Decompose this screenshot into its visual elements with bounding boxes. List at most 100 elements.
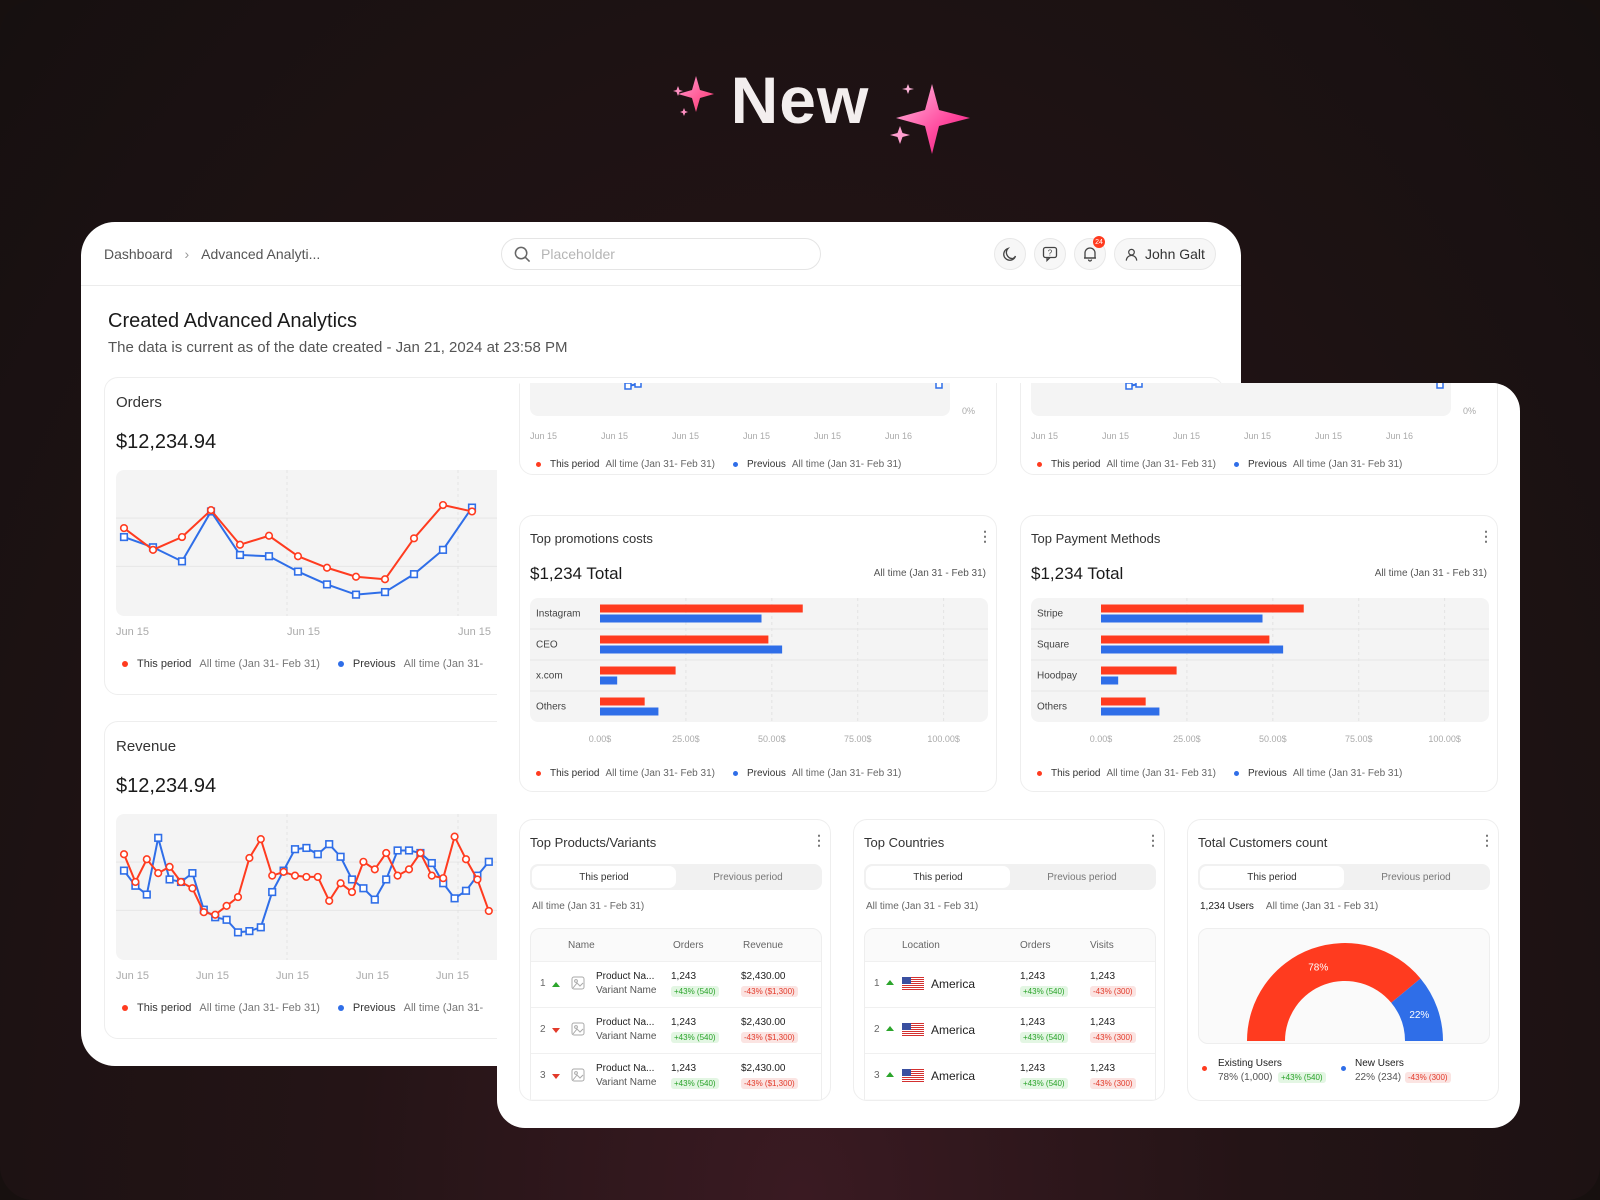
more-options-icon[interactable]: ⋮ [978,528,992,544]
tick-label: 50.00$ [1259,734,1287,744]
legend-previous: Previous [746,768,786,779]
x-axis-label: Jun 16 [885,431,913,441]
previous-point [177,557,187,566]
visits-delta: -43% (300) [1090,986,1136,997]
previous-point [222,915,231,924]
previous-point [322,580,332,589]
tab-previous-period[interactable]: Previous period [1381,871,1451,883]
legend-previous: Previous [352,1002,396,1014]
legend-dot-previous [732,462,738,467]
tab-this-period[interactable]: This period [532,866,676,888]
customers-summary: 1,234 Users All time (Jan 31 - Feb 31) [1200,901,1378,912]
tab-this-period[interactable]: This period [1200,866,1344,888]
orders-delta: +43% (540) [1020,1078,1068,1089]
previous-point [634,383,642,388]
customers-gauge-chart: 78% 22% [1247,943,1443,1041]
legend-previous-range: All time (Jan 31- [403,1002,484,1014]
bar-previous [1101,645,1284,654]
table-row[interactable]: 3 Product Na... Variant Name 1,243 +43% (540… [531,1053,821,1099]
this-period-point [290,871,300,880]
x-axis-label: Jun 15 [1315,431,1343,441]
gauge-panel: 78% 22% [1198,928,1490,1044]
more-options-icon[interactable]: ⋮ [1480,832,1494,848]
previous-point [450,894,459,903]
user-menu[interactable]: John Galt [1114,238,1216,270]
column-header: Location [902,940,940,951]
orders-delta: +43% (540) [671,1078,719,1089]
legend-range: All time (Jan 31- Feb 31) [1106,459,1216,470]
this-period-point [409,534,419,543]
this-period-point [188,884,197,893]
visits-delta: -43% (300) [1090,1078,1136,1089]
more-options-icon[interactable]: ⋮ [812,832,826,848]
row-rank: 2 [874,1024,880,1035]
legend: This period All time (Jan 31- Feb 31) Pr… [536,459,919,470]
sparkle-right-icon [890,84,970,154]
this-period-point [438,500,448,510]
category-label: Stripe [1037,609,1064,620]
trend-down-icon [552,1028,560,1033]
breadcrumb-current[interactable]: Advanced Analyti... [201,246,321,262]
orders-value: 1,243 [1020,971,1046,982]
tick-label: 100.00$ [927,734,960,744]
bar-this-period [600,604,803,613]
user-name: John Galt [1145,246,1205,262]
trend-up-icon [886,1026,894,1031]
this-period-point [450,832,459,841]
previous-point [380,587,390,597]
category-label: Others [1037,702,1067,713]
more-options-icon[interactable]: ⋮ [1479,528,1493,544]
table-row[interactable]: 1 Product Na... Variant Name 1,243 +43% (540… [531,961,821,1007]
country-name: America [931,1023,976,1037]
help-button[interactable]: ? [1034,238,1066,270]
chart-background [1031,383,1451,416]
page-title: Created Advanced Analytics [108,310,358,332]
tab-this-period[interactable]: This period [866,866,1010,888]
more-options-icon[interactable]: ⋮ [1146,832,1160,848]
this-period-point [211,910,220,919]
bar-this-period [1101,697,1146,706]
legend-dot-this-period [536,462,541,467]
previous-line [1125,383,1141,388]
table-row[interactable]: 1 America 1,243 +43% (540) 1,243 -43% (300) [865,961,1155,1007]
revenue-legend: This period All time (Jan 31- Feb 31) Pr… [122,1002,501,1014]
column-header: Orders [673,940,704,951]
previous-point [1135,383,1143,388]
table-row[interactable]: 3 America 1,243 +43% (540) 1,243 -43% (300) [865,1053,1155,1099]
visits-value: 1,243 [1090,1063,1116,1074]
promotions-card: Top promotions costs ⋮ $1,234 Total All … [519,515,997,792]
table-row[interactable]: 2 Product Na... Variant Name 1,243 +43% (540… [531,1007,821,1053]
breadcrumb-dashboard[interactable]: Dashboard [104,246,173,262]
previous-point [359,884,368,893]
search-input[interactable] [541,246,791,262]
theme-toggle-button[interactable] [994,238,1026,270]
column-header: Name [568,940,595,951]
tab-previous-period[interactable]: Previous period [1047,871,1117,883]
tick-label: 75.00$ [1345,734,1373,744]
gauge-label-new: 22% [1409,1010,1429,1021]
orders-x-label: Jun 15 [116,626,150,638]
search-box[interactable] [501,238,821,270]
notifications-button[interactable]: 24 [1074,236,1106,270]
payments-bar-chart: Stripe Square Hoodpay Others 0.00$ 25.00$ 50.0… [1031,598,1489,744]
previous-point [119,532,129,542]
legend-this-period: This period [137,658,192,670]
this-period-point [119,850,129,859]
bar-previous [1101,614,1263,623]
bar-this-period [1101,635,1270,644]
legend-range: All time (Jan 31- Feb 31) [605,459,715,470]
this-period-point [176,877,186,887]
tab-previous-period[interactable]: Previous period [713,871,783,883]
table-row[interactable]: 2 America 1,243 +43% (540) 1,243 -43% (300) [865,1007,1155,1053]
previous-point [188,869,197,878]
this-period-point [313,872,322,882]
x-axis-label: Jun 15 [1031,431,1059,441]
legend-this-period-range: All time (Jan 31- Feb 31) [199,1002,320,1014]
orders-legend: This period All time (Jan 31- Feb 31) Pr… [122,658,501,670]
promotions-range: All time (Jan 31 - Feb 31) [873,568,986,579]
us-flag-icon [902,1023,924,1037]
legend-previous: Previous [746,459,786,470]
category-label: Instagram [536,609,580,620]
bar-this-period [600,697,645,706]
